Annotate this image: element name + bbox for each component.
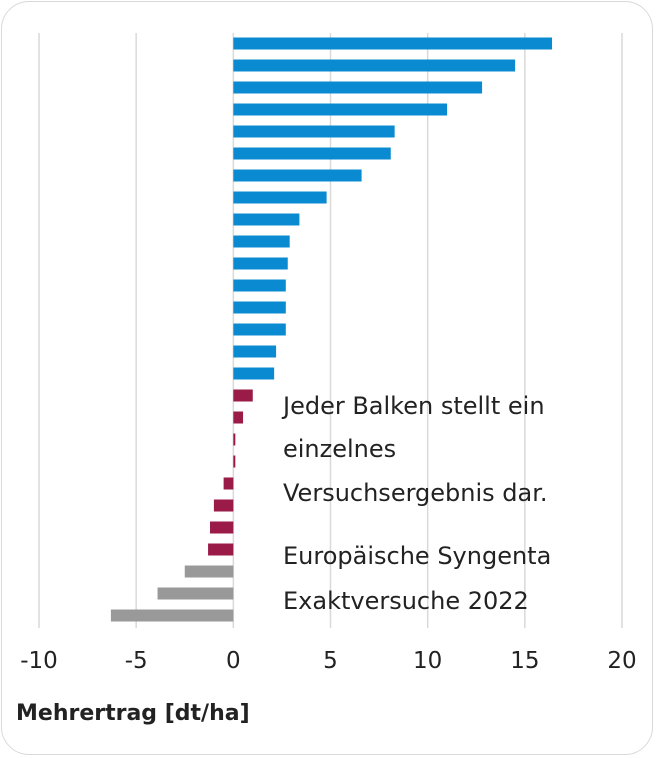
bars <box>110 37 553 622</box>
bar <box>233 37 553 50</box>
x-tick-label: 10 <box>413 648 442 674</box>
bar <box>233 147 391 160</box>
x-tick-label: 0 <box>226 648 241 674</box>
bar <box>233 411 244 424</box>
bar <box>233 59 516 72</box>
bar <box>213 499 234 512</box>
x-axis-label: Mehrertrag [dt/ha] <box>16 701 250 726</box>
bar <box>110 609 234 622</box>
bar <box>233 433 236 446</box>
bar <box>233 323 286 336</box>
bar <box>233 125 395 138</box>
bar <box>233 213 300 226</box>
bar <box>208 543 234 556</box>
bar <box>210 521 234 534</box>
bar <box>223 477 234 490</box>
bar <box>233 257 288 270</box>
x-tick-label: 5 <box>323 648 338 674</box>
bar <box>233 81 483 94</box>
bar <box>233 301 286 314</box>
bar <box>157 587 234 600</box>
x-tick-label: -5 <box>125 648 148 674</box>
x-tick-label: -10 <box>20 648 58 674</box>
annotation-line-3: Versuchsergebnis dar. <box>283 479 548 507</box>
annotation-text: Jeder Balken stellt ein einzelnes Versuc… <box>281 392 551 615</box>
bar <box>233 279 286 292</box>
bar <box>233 455 236 468</box>
bar <box>184 565 234 578</box>
annotation-line-4: Europäische Syngenta <box>283 542 551 570</box>
x-tick-labels: -10 -5 0 5 10 15 20 <box>20 648 636 674</box>
bar <box>233 345 277 358</box>
bar <box>233 191 327 204</box>
grid-lines <box>38 33 623 628</box>
bar <box>233 367 275 380</box>
x-tick-label: 15 <box>510 648 539 674</box>
annotation-line-1: Jeder Balken stellt ein <box>281 392 545 420</box>
bar <box>233 389 253 402</box>
x-tick-label: 20 <box>607 648 636 674</box>
annotation-line-5: Exaktversuche 2022 <box>283 587 529 615</box>
annotation-line-2: einzelnes <box>283 435 396 463</box>
bar <box>233 103 448 116</box>
bar <box>233 235 290 248</box>
bar <box>233 169 362 182</box>
